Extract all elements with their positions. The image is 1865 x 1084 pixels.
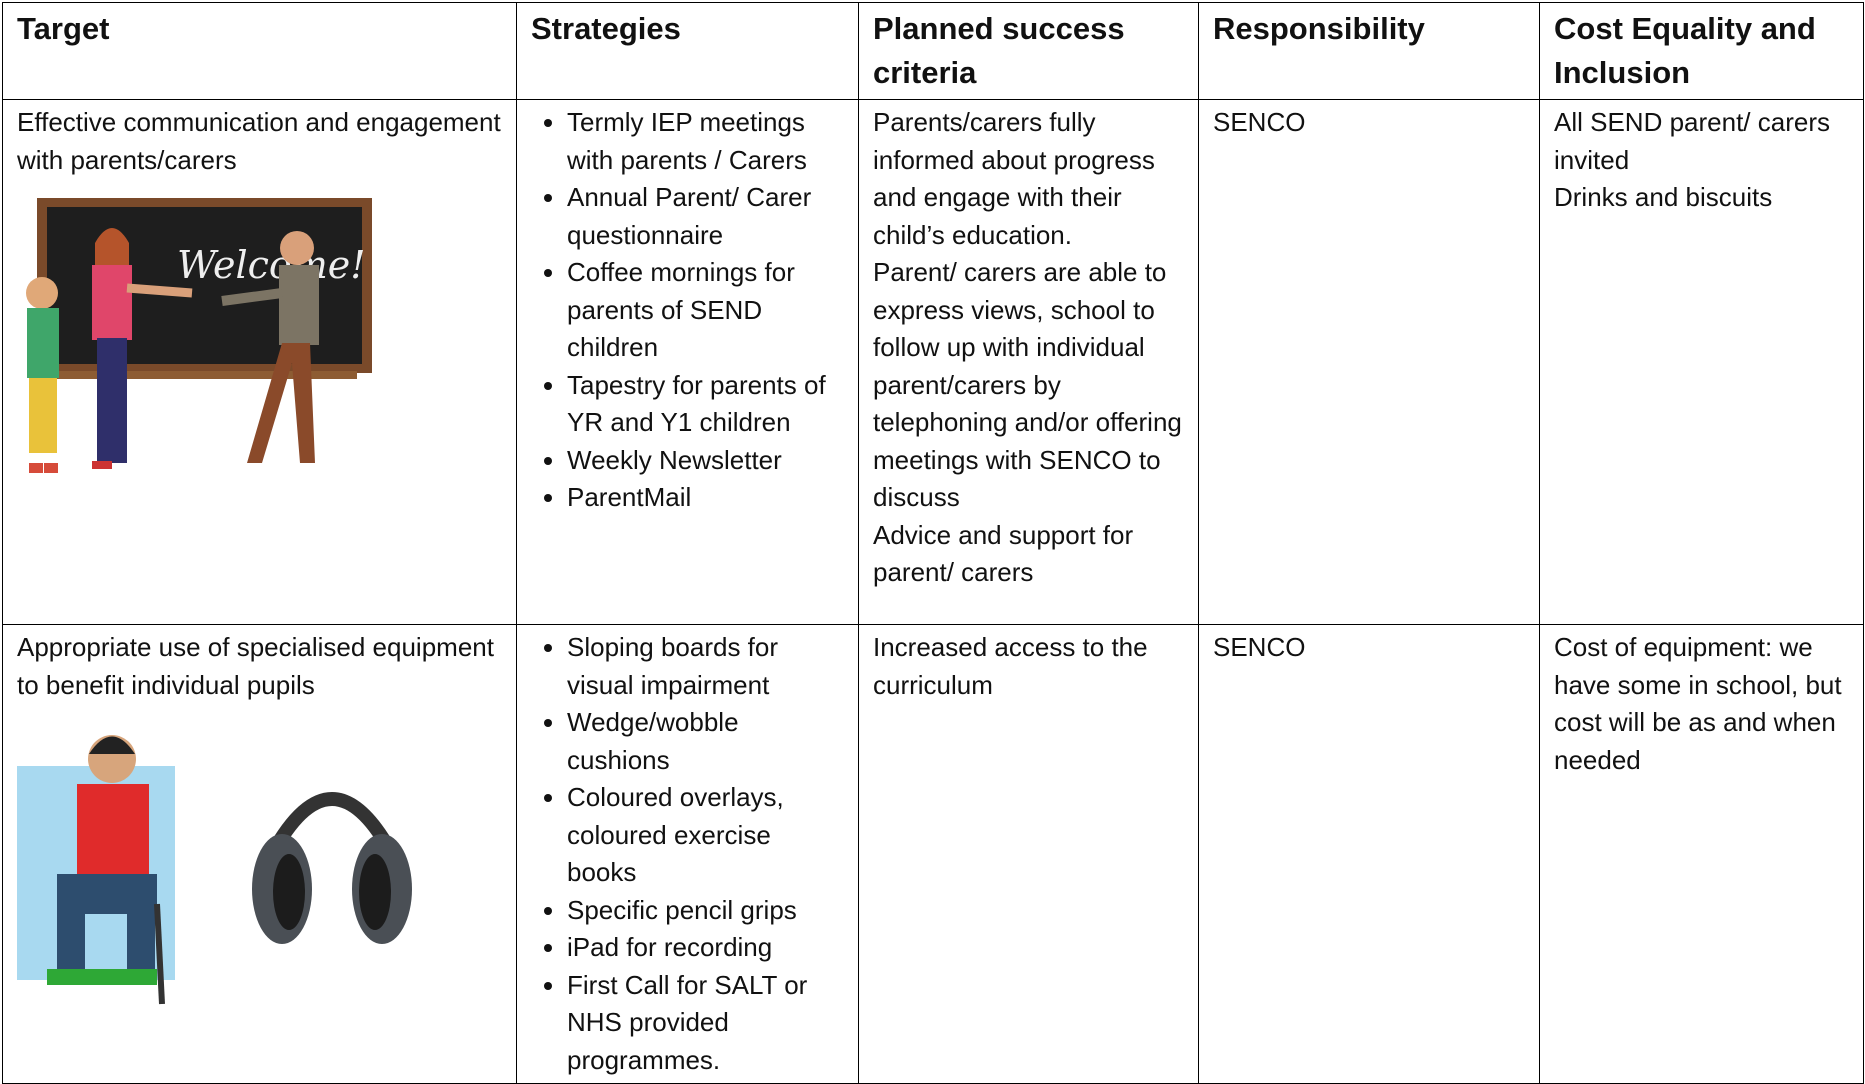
strategies-cell: Sloping boards for visual impairmentWedg… [516,624,859,1084]
welcome-text: Welcome! [177,243,366,287]
strategies-cell: Termly IEP meetings with parents / Carer… [516,99,859,625]
cost-text: Drinks and biscuits [1554,182,1773,212]
target-cell: Appropriate use of specialised equipment… [2,624,517,1084]
target-cell: Effective communication and engagement w… [2,99,517,625]
responsibility-cell: SENCO [1198,99,1540,625]
header-cell: Planned success criteria [858,2,1199,100]
header-cell: Target [2,2,517,100]
strategies-list: Sloping boards for visual impairmentWedg… [531,629,844,1079]
table-row: Effective communication and engagement w… [2,99,1864,625]
cost-text: Cost of equipment: we have some in schoo… [1554,632,1842,775]
equipment-illustration [17,735,412,1005]
criteria-cell: Increased access to the curriculum [858,624,1199,1084]
welcome-illustration: Welcome! [26,198,372,473]
strategy-item: Sloping boards for visual impairment [567,629,844,704]
strategy-item: Annual Parent/ Carer questionnaire [567,179,844,254]
criteria-text: Parent/ carers are able to express views… [873,257,1182,512]
table-row: Appropriate use of specialised equipment… [2,624,1864,1084]
cost-cell: All SEND parent/ carers invited Drinks an… [1539,99,1864,625]
criteria-cell: Parents/carers fully informed about prog… [858,99,1199,625]
illustration [17,714,502,1014]
illustration: Welcome! [17,193,502,493]
header-cell: Strategies [516,2,859,100]
strategy-item: Coffee mornings for parents of SEND chil… [567,254,844,367]
header-cell: Cost Equality and Inclusion [1539,2,1864,100]
strategy-item: Wedge/wobble cushions [567,704,844,779]
target-text: Effective communication and engagement w… [17,107,501,175]
cost-text: All SEND parent/ carers invited [1554,107,1830,175]
table-body: Effective communication and engagement w… [2,99,1864,1084]
strategy-item: iPad for recording [567,929,844,967]
strategy-item: ParentMail [567,479,844,517]
target-text: Appropriate use of specialised equipment… [17,632,494,700]
criteria-text: Increased access to the curriculum [873,632,1148,700]
strategies-list: Termly IEP meetings with parents / Carer… [531,104,844,517]
criteria-text: Parents/carers fully informed about prog… [873,107,1155,250]
strategy-item: Termly IEP meetings with parents / Carer… [567,104,844,179]
header-cell: Responsibility [1198,2,1540,100]
strategy-item: Weekly Newsletter [567,442,844,480]
strategy-item: Specific pencil grips [567,892,844,930]
strategy-item: Coloured overlays, coloured exercise boo… [567,779,844,892]
strategy-item: Tapestry for parents of YR and Y1 childr… [567,367,844,442]
strategy-item: First Call for SALT or NHS provided prog… [567,967,844,1080]
cost-cell: Cost of equipment: we have some in schoo… [1539,624,1864,1084]
criteria-text: Advice and support for parent/ carers [873,519,1134,588]
responsibility-cell: SENCO [1198,624,1540,1084]
header-row: Target Strategies Planned success criteria… [2,2,1864,100]
